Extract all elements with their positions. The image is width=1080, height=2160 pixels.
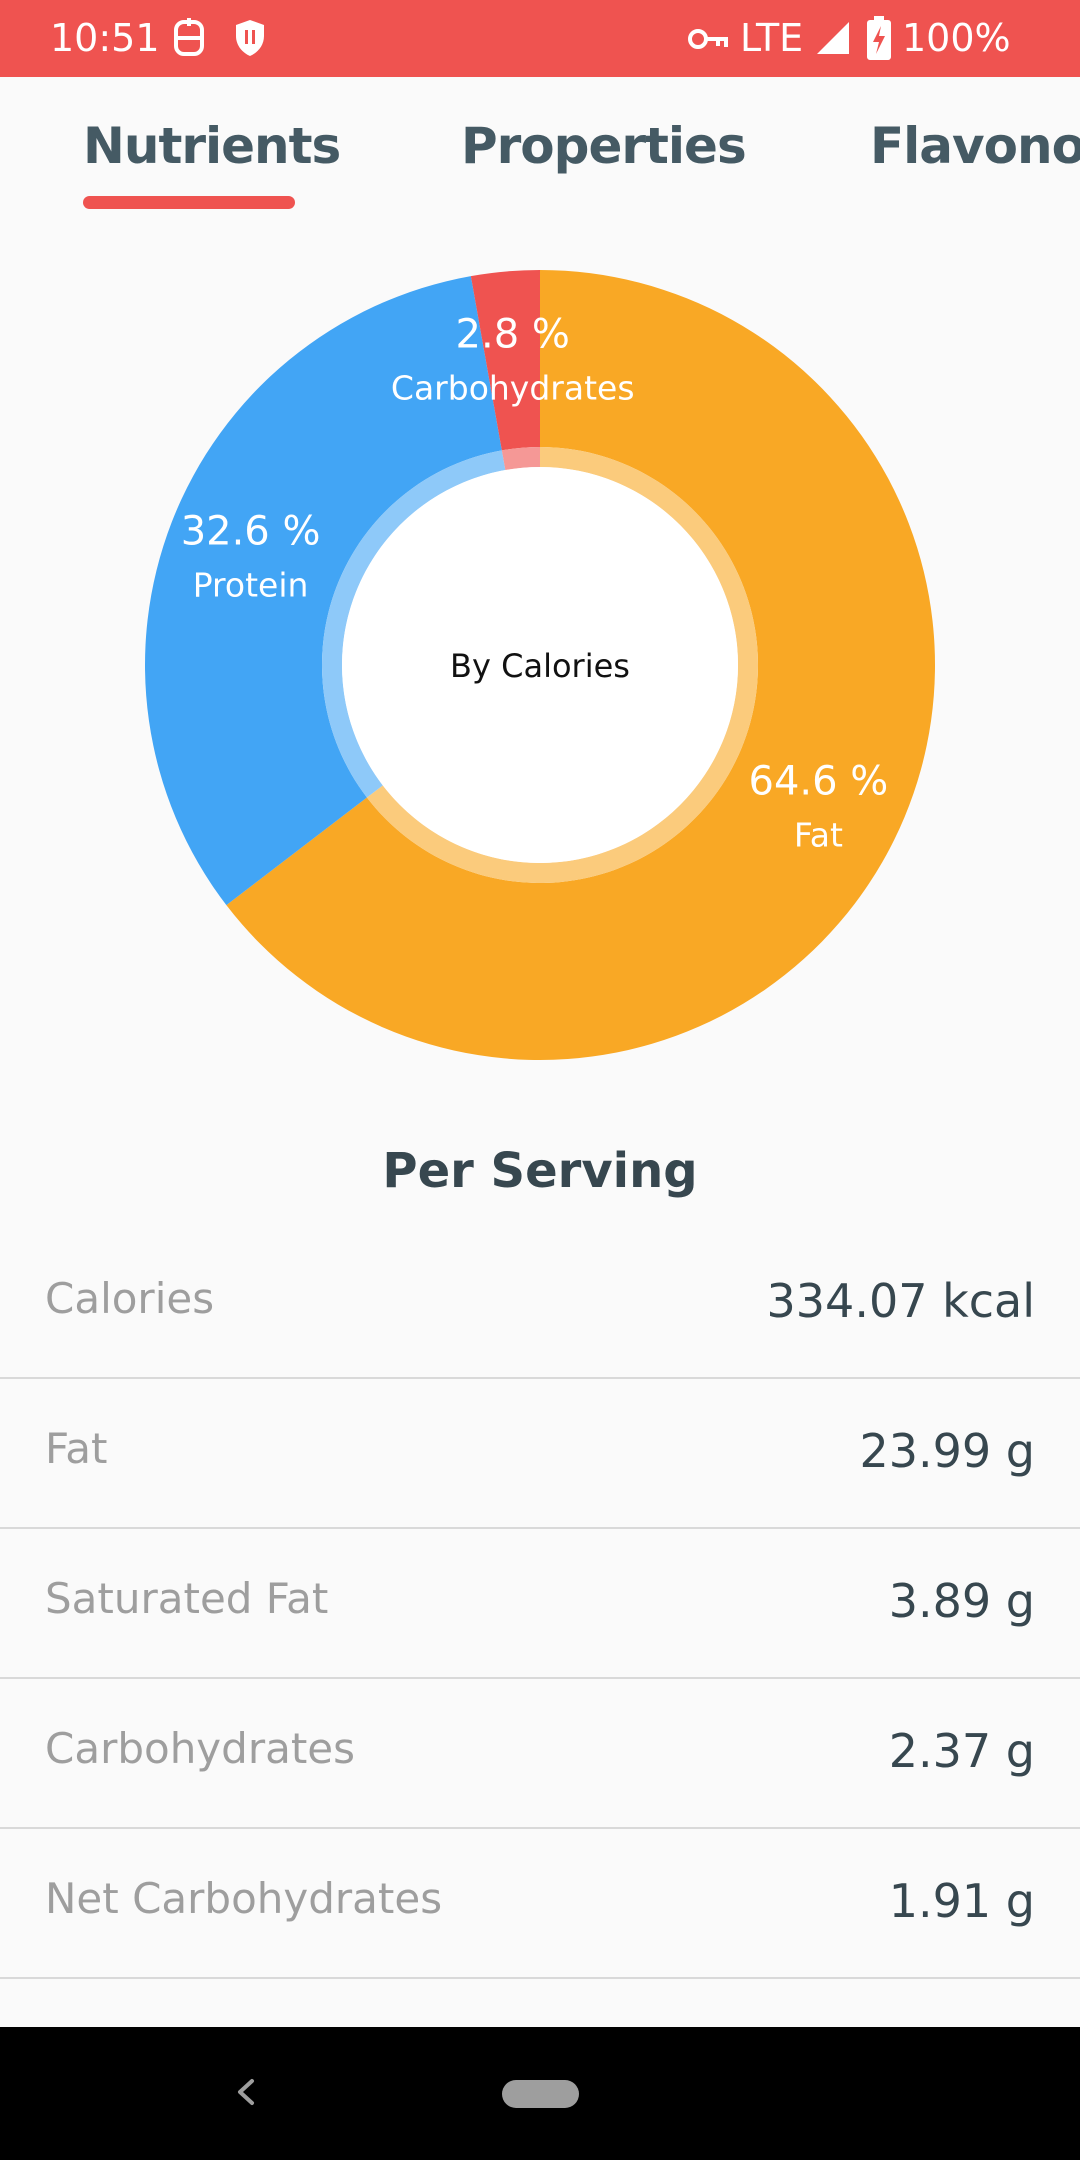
nutrient-value: 3.89 g [888,1574,1035,1628]
tab-flavonoids[interactable]: Flavonoids [870,117,1080,175]
nutrient-value: 334.07 kcal [766,1274,1035,1328]
nutrient-name: Saturated Fat [45,1574,329,1623]
nutrient-value: 2.37 g [888,1724,1035,1778]
donut-chart-svg: 64.6 % Fat 32.6 % Protein 2.8 % Carbohydrates… [145,270,935,1060]
tab-bar: Nutrients Properties Flavonoids [0,77,1080,217]
signal-icon [815,20,851,61]
notification-app-icon [172,18,206,63]
nutrient-row-fat: Fat 23.99 g [0,1379,1080,1529]
donut-center-label: By Calories [450,647,630,685]
slice-protein[interactable] [145,276,502,906]
nutrient-name: Net Carbohydrates [45,1874,443,1923]
tab-selected-indicator [83,196,295,209]
battery-charging-icon [866,16,892,65]
slice-name-label-fat: Fat [794,815,843,854]
nutrient-list: Calories 334.07 kcal Fat 23.99 g Saturat… [0,1229,1080,1979]
slice-inner-ring-protein [322,450,506,798]
nutrient-row-calories: Calories 334.07 kcal [0,1229,1080,1379]
battery-percentage: 100% [902,16,1011,60]
tab-properties[interactable]: Properties [461,117,747,175]
nutrient-value: 23.99 g [859,1424,1035,1478]
nutrient-value: 1.91 g [888,1874,1035,1928]
shield-icon [233,18,267,63]
slice-fat[interactable] [226,270,935,1060]
slice-percent-label-fat: 64.6 % [749,758,889,804]
nutrient-name: Fat [45,1424,108,1473]
nutrient-row-carbohydrates: Carbohydrates 2.37 g [0,1679,1080,1829]
status-bar: 10:51 LTE 100% [0,0,1080,77]
home-pill[interactable] [502,2080,579,2108]
donut-center-hole [342,467,738,863]
slice-inner-ring-carbohydrates [501,447,540,471]
slice-percent-label-carbohydrates: 2.8 % [456,312,570,358]
slice-name-label-protein: Protein [193,566,309,605]
nutrient-name: Calories [45,1274,215,1323]
back-icon[interactable] [222,2067,272,2117]
calories-donut-chart: 64.6 % Fat 32.6 % Protein 2.8 % Carbohydrates… [0,217,1080,1097]
vpn-key-icon [688,24,728,59]
network-type: LTE [740,16,804,60]
nutrient-row-saturated-fat: Saturated Fat 3.89 g [0,1529,1080,1679]
slice-name-label-carbohydrates: Carbohydrates [391,369,635,408]
nutrient-row-net-carbohydrates: Net Carbohydrates 1.91 g [0,1829,1080,1979]
nutrient-name: Carbohydrates [45,1724,356,1773]
tab-nutrients[interactable]: Nutrients [83,117,341,175]
slice-percent-label-protein: 32.6 % [181,509,321,555]
slice-carbohydrates[interactable] [470,270,540,451]
status-time: 10:51 [50,16,160,60]
per-serving-heading: Per Serving [382,1143,698,1199]
